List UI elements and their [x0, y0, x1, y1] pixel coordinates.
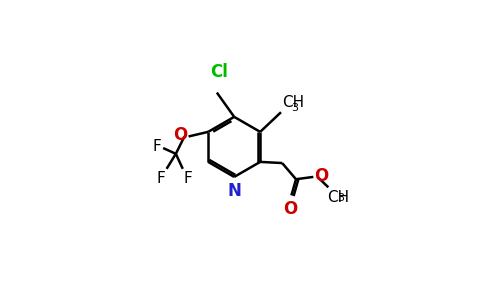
Text: CH: CH [282, 95, 304, 110]
Text: O: O [314, 167, 329, 185]
Text: CH: CH [327, 190, 349, 205]
Text: 3: 3 [337, 193, 344, 203]
Text: O: O [283, 200, 297, 217]
Text: N: N [227, 182, 241, 200]
Text: 3: 3 [292, 103, 299, 113]
Text: F: F [152, 140, 161, 154]
Text: F: F [183, 171, 192, 186]
Text: Cl: Cl [210, 63, 228, 81]
Text: F: F [157, 171, 166, 186]
Text: O: O [173, 126, 187, 144]
